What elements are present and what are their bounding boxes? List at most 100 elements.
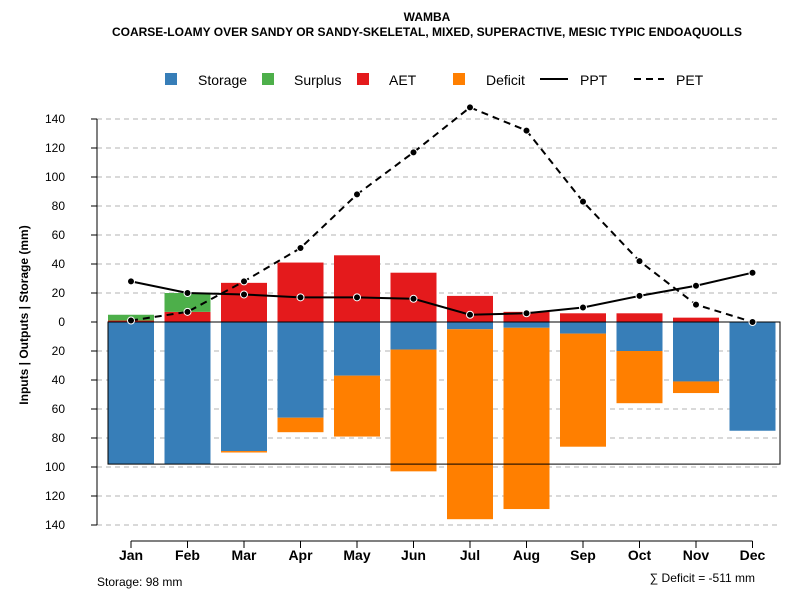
y-tick-label: 60 [52,402,66,416]
legend-label-deficit: Deficit [486,72,525,88]
ppt-point-may [353,293,361,302]
x-tick-label-dec: Dec [740,547,766,563]
aet-bar-oct [616,313,663,322]
deficit-bar-apr [277,417,324,433]
pet-point-nov [692,300,700,309]
pet-point-mar [240,277,248,286]
storage-bar-apr [277,322,324,418]
ppt-point-apr [296,293,305,302]
storage-bar-oct [616,322,663,351]
axes: 140 120 100 80 60 40 20 0 20 40 60 80 100 120 140 Jan Fe… [45,112,766,563]
pet-point-jun [409,148,418,157]
legend: Storage Surplus AET Deficit PPT PET [165,72,704,88]
ppt-line [130,271,753,316]
x-tick-label-jul: Jul [460,547,480,563]
y-tick-label: 60 [52,228,66,242]
ppt-point-feb [183,289,192,297]
pet-point-sep [579,197,587,206]
pet-point-oct [635,257,644,266]
chart-subtitle: COARSE-LOAMY OVER SANDY OR SANDY-SKELETA… [112,25,742,39]
storage-bar-dec [729,322,776,431]
storage-bar-aug [503,322,550,328]
x-tick-label-may: May [343,547,370,563]
ppt-point-jun [409,294,418,303]
ppt-point-aug [522,309,531,318]
storage-bar-feb [164,322,211,465]
x-tick-label-nov: Nov [683,547,710,563]
pet-line [130,106,753,323]
surplus-bar-feb [164,293,211,312]
pet-point-jul [466,103,474,112]
x-tick-label-feb: Feb [175,547,200,563]
lines [127,103,757,326]
y-tick-label: 20 [52,286,66,300]
x-tick-label-sep: Sep [570,547,596,563]
storage-bar-jul [447,322,493,330]
y-tick-label: 100 [45,460,65,474]
legend-swatch-deficit [453,73,465,85]
y-tick-label: 40 [52,257,66,271]
x-tick-label-apr: Apr [288,547,313,563]
pet-point-jan [127,316,135,325]
y-tick-label: 40 [52,373,66,387]
deficit-bar-nov [673,381,719,394]
storage-bar-jan [108,322,154,465]
legend-label-aet: AET [389,72,417,88]
legend-swatch-surplus [262,73,274,85]
legend-swatch-storage [165,73,177,85]
ppt-point-jan [127,277,135,286]
storage-bar-mar [221,322,267,452]
ppt-point-sep [579,303,587,312]
ppt-point-nov [692,281,700,290]
deficit-label: ∑ Deficit = -511 mm [650,571,755,585]
aet-bar-may [334,255,380,322]
deficit-bar-oct [616,351,663,404]
grid [97,118,780,526]
deficit-bar-aug [503,327,550,510]
y-tick-label: 120 [45,141,65,155]
storage-bar-sep [560,322,606,334]
storage-bar-may [334,322,380,376]
ppt-point-dec [748,268,757,277]
pet-point-apr [296,244,305,253]
bars [108,255,776,520]
legend-swatch-aet [357,73,369,85]
y-tick-label: 0 [58,315,65,329]
legend-label-surplus: Surplus [294,72,341,88]
y-tick-label: 80 [52,199,66,213]
chart-title: WAMBA [404,10,451,24]
aet-bar-sep [560,313,606,322]
storage-bar-jun [390,322,437,350]
ppt-point-jul [466,310,474,319]
ppt-point-mar [240,290,248,299]
y-tick-label: 120 [45,489,65,503]
pet-point-may [353,190,361,199]
y-tick-label: 20 [52,344,66,358]
aet-bar-feb [164,311,211,322]
x-tick-label-aug: Aug [513,547,540,563]
storage-label: Storage: 98 mm [97,575,182,589]
pet-point-aug [522,126,531,135]
x-tick-label-jun: Jun [401,547,426,563]
deficit-bar-mar [221,451,267,453]
aet-bar-apr [277,262,324,322]
legend-label-storage: Storage [198,72,247,88]
aet-bar-nov [673,317,719,322]
frame [107,321,781,465]
y-tick-label: 140 [45,112,65,126]
y-tick-label: 140 [45,518,65,532]
deficit-bar-jun [390,349,437,472]
legend-label-pet: PET [676,72,704,88]
x-tick-label-mar: Mar [232,547,257,563]
y-tick-label: 100 [45,170,65,184]
pet-point-feb [183,307,192,316]
pet-point-dec [748,318,757,326]
storage-bar-nov [673,322,719,382]
deficit-bar-may [334,375,380,437]
deficit-bar-sep [560,333,606,447]
deficit-bar-jul [447,329,493,520]
x-tick-label-jan: Jan [119,547,143,563]
ppt-point-oct [635,291,644,300]
aet-bar-mar [221,282,267,322]
